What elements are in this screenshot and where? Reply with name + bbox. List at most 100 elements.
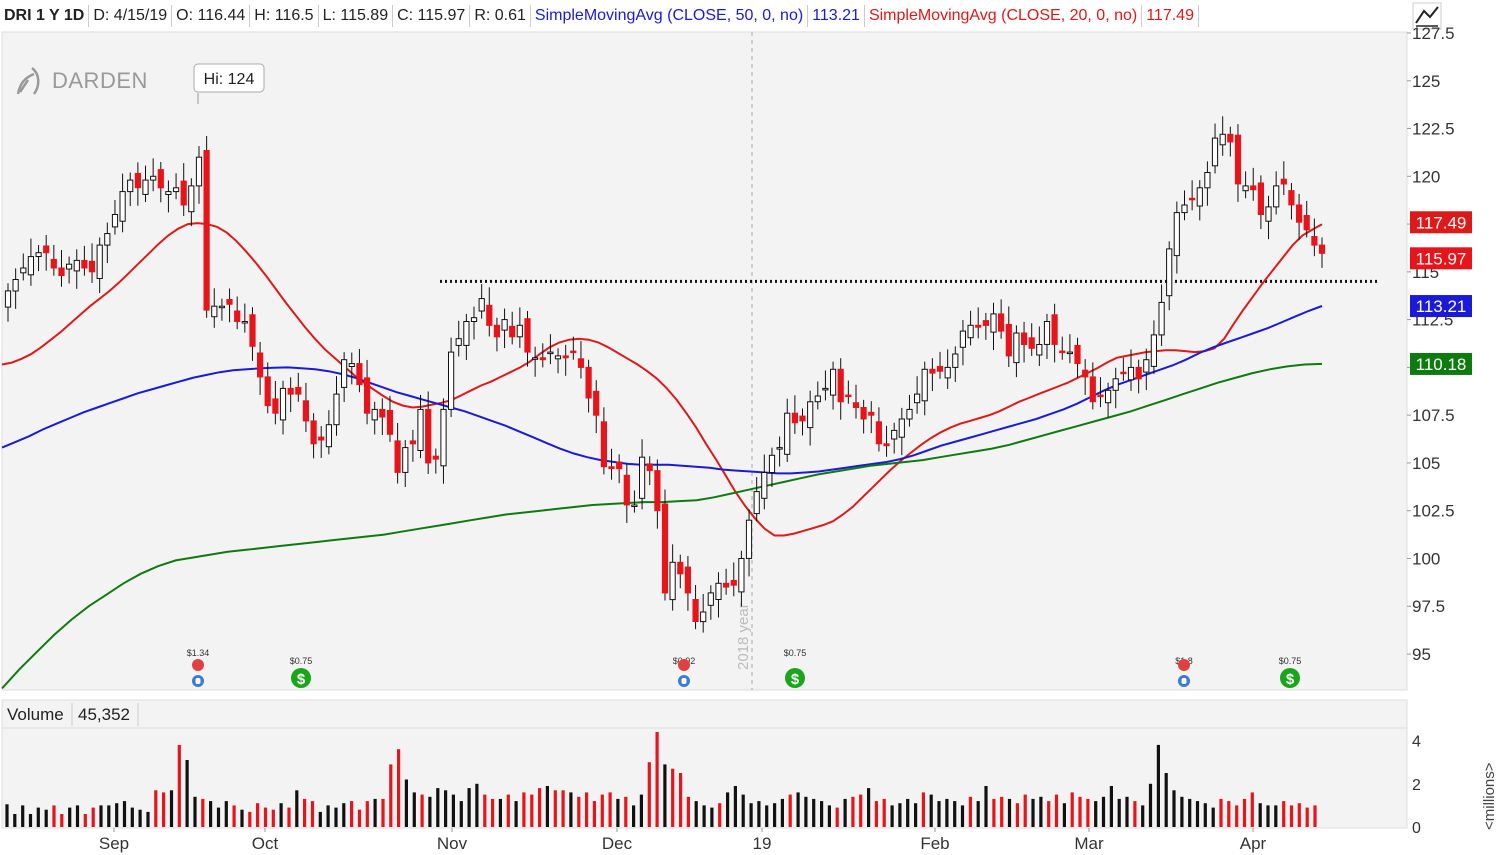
price-axis: 9597.5100102.5105107.5110112.5115117.512… [1407,24,1455,664]
volume-bar [154,790,158,827]
earnings-info-glyph [195,678,201,684]
candle-body [1273,185,1280,208]
volume-bar [710,807,714,827]
volume-bar [357,809,362,827]
volume-bar [1062,803,1066,827]
candlesticks[interactable] [4,116,1326,633]
candle-body [1227,133,1234,143]
sma50-label[interactable]: SimpleMovingAvg (CLOSE, 50, 0, no) [534,7,804,24]
price-tick-label: 95 [1412,645,1431,664]
candle-body [493,324,500,338]
volume-bar [1195,801,1200,827]
volume-bar [788,794,792,827]
date-value: D: 4/15/19 [93,7,168,24]
candle-body [868,411,875,416]
candle-body [1280,178,1287,185]
candle-body [1288,190,1295,206]
candle-body [1089,376,1096,403]
candle-body [616,461,623,470]
candle-body [386,409,394,435]
volume-bar [279,803,283,827]
candle-body [768,454,776,473]
candle-body [173,187,180,193]
candle-body [929,368,936,374]
volume-bar [757,801,761,827]
darden-logo-text: DARDEN [52,68,148,93]
volume-bar [21,805,25,827]
volume-bar [592,801,596,827]
volume-bar [1148,783,1153,827]
event-markers[interactable]: $1.34$0.75$$0.92$0.75$$1.8$0.75$ [187,648,1302,688]
volume-bar [1188,798,1192,827]
candle-body [470,317,478,323]
volume-unit-label: <millions> [1481,762,1498,830]
darden-logo-mark [16,67,40,95]
candle-body [73,259,80,272]
candle-body [776,447,783,450]
volume-bar [162,792,166,827]
sma20-label[interactable]: SimpleMovingAvg (CLOSE, 20, 0, no) [868,7,1138,24]
time-tick-label: Feb [920,834,949,853]
sma200-line [1,362,1323,690]
price-badge [1410,211,1472,234]
candle-body [623,474,630,506]
candle-body [96,244,103,280]
candle-body [554,355,562,360]
volume-bar [585,792,589,827]
candle-body [875,421,882,445]
volume-bar [68,807,72,827]
volume-bar [389,764,393,827]
candle-body [982,320,989,326]
volume-bar [968,796,972,827]
volume-bar [1313,805,1317,827]
candle-body [1097,394,1104,398]
volume-bar [1109,786,1113,827]
candle-body [730,579,737,586]
candle-body [959,330,966,348]
price-tick-label: 97.5 [1412,597,1445,616]
candle-body [448,351,455,410]
volume-bar [780,798,784,827]
dividend-icon [785,668,805,688]
chart-style-icon[interactable] [1412,2,1442,30]
volume-bar [271,809,275,827]
volume-bar [1172,790,1176,827]
volume-bar [91,807,95,827]
volume-bar [334,807,338,827]
volume-bar [538,788,542,827]
volume-bar [185,760,189,827]
volume-bar [146,811,150,827]
volume-bar [718,803,722,827]
candle-body [547,351,554,355]
volume-bar [984,786,988,827]
time-tick-label: 19 [753,834,772,853]
candle-body [998,313,1005,332]
price-badge [1410,352,1472,375]
volume-bar [1203,803,1207,827]
volume-bar [929,794,933,827]
volume-bar [5,804,9,827]
volume-bar [851,796,855,827]
volume-bar [1070,792,1074,827]
candle-body [715,582,722,600]
moving-averages [1,222,1323,690]
candle-body [20,267,27,274]
volume-bar [1266,805,1270,827]
low-value: L: 115.89 [322,7,389,24]
high-value: H: 116.5 [254,7,314,24]
volume-bar [804,796,808,827]
candle-body [1303,215,1310,231]
volume-bar [765,805,769,827]
candle-body [860,407,867,420]
candle-body [4,290,12,308]
volume-bar [859,794,863,827]
volume-bar [1047,801,1051,827]
volume-bar [608,792,612,827]
candle-body [654,470,661,512]
symbol-label[interactable]: DRI 1 Y 1D [4,7,85,24]
volume-bar [36,807,40,827]
candle-body [1242,185,1249,192]
candle-body [58,267,65,277]
sma50-line [1,305,1323,475]
